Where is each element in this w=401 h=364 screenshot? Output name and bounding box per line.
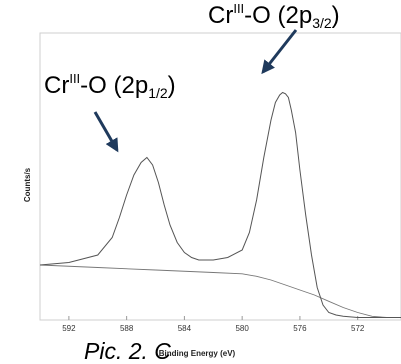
- figure-caption: Pic. 2. C: [84, 338, 171, 364]
- x-axis-label: Binding Energy (eV): [159, 349, 236, 358]
- arrow-left-peak: [93, 111, 119, 153]
- arrow-right-peak: [261, 29, 298, 75]
- peak-right-label: CrIII-O (2p3/2): [208, 1, 340, 31]
- x-tick-label: 576: [293, 324, 307, 333]
- peak-left-label: CrIII-O (2p1/2): [44, 71, 176, 101]
- x-tick-label: 580: [235, 324, 249, 333]
- x-tick-label: 588: [120, 324, 134, 333]
- spectrum-curve: [39, 91, 401, 318]
- x-tick-label: 572: [351, 324, 365, 333]
- background-curve: [39, 264, 401, 318]
- y-axis-label: Counts/s: [23, 167, 32, 202]
- x-tick-label: 592: [62, 324, 76, 333]
- plot-frame: [39, 32, 401, 321]
- x-ticks: 592 588 584 580 576 572: [62, 316, 365, 333]
- x-tick-label: 584: [178, 324, 192, 333]
